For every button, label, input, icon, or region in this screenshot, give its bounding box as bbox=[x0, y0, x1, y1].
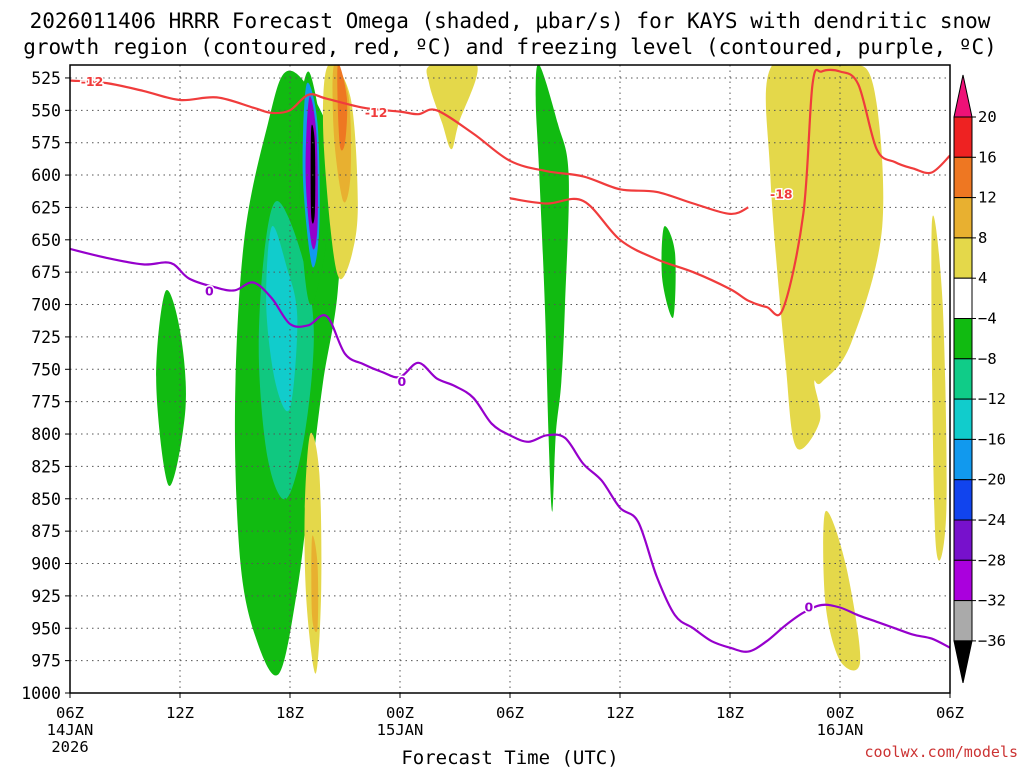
colorbar-segment bbox=[953, 116, 973, 158]
y-tick-label: 850 bbox=[31, 490, 61, 509]
omega-shaded-region bbox=[535, 65, 569, 512]
colorbar-label: 8 bbox=[978, 229, 987, 247]
contour-label: 0 bbox=[397, 374, 406, 389]
colorbar-segment bbox=[953, 600, 973, 642]
x-tick-date-label: 14JAN bbox=[47, 721, 94, 739]
y-tick-label: 600 bbox=[31, 166, 61, 185]
colorbar-label: −16 bbox=[978, 430, 1006, 448]
colorbar-label: −8 bbox=[978, 350, 997, 368]
omega-shaded-region bbox=[426, 65, 478, 150]
y-tick-label: 575 bbox=[31, 134, 61, 153]
contour-label: -18 bbox=[770, 186, 793, 201]
contour-line-dendritic-snow-growth--18C bbox=[509, 68, 950, 317]
colorbar-label: −4 bbox=[978, 310, 997, 328]
colorbar-top-arrow bbox=[953, 74, 973, 118]
omega-shaded-region bbox=[311, 535, 319, 633]
colorbar-label: −28 bbox=[978, 551, 1006, 569]
x-tick-label: 06Z bbox=[56, 704, 84, 722]
colorbar-segment bbox=[953, 519, 973, 561]
omega-shaded-region bbox=[661, 226, 676, 318]
y-tick-label: 750 bbox=[31, 360, 61, 379]
contour-label: -12 bbox=[365, 105, 388, 120]
colorbar-label: −20 bbox=[978, 471, 1006, 489]
colorbar-segment bbox=[953, 197, 973, 239]
y-tick-label: 950 bbox=[31, 619, 61, 638]
x-tick-date-label: 16JAN bbox=[817, 721, 864, 739]
omega-shaded-region bbox=[310, 124, 316, 224]
x-tick-label: 18Z bbox=[276, 704, 304, 722]
colorbar-label: 12 bbox=[978, 189, 997, 207]
contour-label: 0 bbox=[205, 284, 214, 299]
y-tick-label: 775 bbox=[31, 393, 61, 412]
colorbar-segment bbox=[953, 156, 973, 199]
y-tick-label: 650 bbox=[31, 231, 61, 250]
colorbar-segment bbox=[953, 559, 973, 602]
x-tick-label: 12Z bbox=[606, 704, 634, 722]
y-tick-label: 800 bbox=[31, 425, 61, 444]
x-tick-date-label: 15JAN bbox=[377, 721, 424, 739]
colorbar-segment bbox=[953, 479, 973, 521]
x-tick-label: 18Z bbox=[716, 704, 744, 722]
y-tick-label: 875 bbox=[31, 522, 61, 541]
omega-shaded-region bbox=[156, 290, 186, 487]
contour-label: -12 bbox=[81, 74, 104, 89]
x-tick-label: 06Z bbox=[496, 704, 524, 722]
y-tick-label: 975 bbox=[31, 652, 61, 671]
colorbar-segment bbox=[953, 277, 973, 320]
x-tick-label: 12Z bbox=[166, 704, 194, 722]
colorbar-label: 16 bbox=[978, 148, 997, 166]
y-tick-label: 525 bbox=[31, 69, 61, 88]
chart-title-line1: 2026011406 HRRR Forecast Omega (shaded, … bbox=[30, 9, 991, 33]
contour-line-freezing-level-0C bbox=[70, 247, 950, 653]
x-tick-label: 00Z bbox=[826, 704, 854, 722]
chart-title-line2: growth region (contoured, red, ºC) and f… bbox=[23, 35, 997, 59]
y-tick-label: 675 bbox=[31, 263, 61, 282]
colorbar-label: 20 bbox=[978, 108, 997, 126]
y-tick-label: 550 bbox=[31, 101, 61, 120]
y-tick-label: 700 bbox=[31, 296, 61, 315]
colorbar-segment bbox=[953, 318, 973, 360]
y-tick-label: 725 bbox=[31, 328, 61, 347]
colorbar-segment bbox=[953, 398, 973, 440]
x-tick-label: 00Z bbox=[386, 704, 414, 722]
colorbar-segment bbox=[953, 237, 973, 279]
contour-label: 0 bbox=[804, 600, 813, 615]
y-tick-label: 825 bbox=[31, 457, 61, 476]
y-tick-label: 625 bbox=[31, 198, 61, 217]
omega-shaded-region bbox=[931, 215, 947, 561]
colorbar-bottom-arrow bbox=[953, 640, 973, 684]
colorbar-label: −24 bbox=[978, 511, 1006, 529]
colorbar-label: −12 bbox=[978, 390, 1006, 408]
y-tick-label: 1000 bbox=[21, 684, 61, 703]
omega-shaded-region bbox=[337, 65, 348, 151]
x-tick-label: 06Z bbox=[936, 704, 964, 722]
y-tick-label: 900 bbox=[31, 555, 61, 574]
colorbar-label: −32 bbox=[978, 592, 1006, 610]
x-axis-label: Forecast Time (UTC) bbox=[401, 747, 618, 768]
omega-shaded-region bbox=[823, 510, 861, 671]
colorbar-label: −36 bbox=[978, 632, 1006, 650]
credit-text: coolwx.com/models bbox=[864, 743, 1018, 761]
x-tick-year-label: 2026 bbox=[51, 738, 88, 756]
omega-shaded-region bbox=[765, 65, 884, 450]
colorbar-segment bbox=[953, 358, 973, 400]
colorbar-label: 4 bbox=[978, 269, 987, 287]
y-tick-label: 925 bbox=[31, 587, 61, 606]
colorbar-segment bbox=[953, 438, 973, 481]
contour-line-dendritic-snow-growth--12C bbox=[70, 79, 749, 216]
